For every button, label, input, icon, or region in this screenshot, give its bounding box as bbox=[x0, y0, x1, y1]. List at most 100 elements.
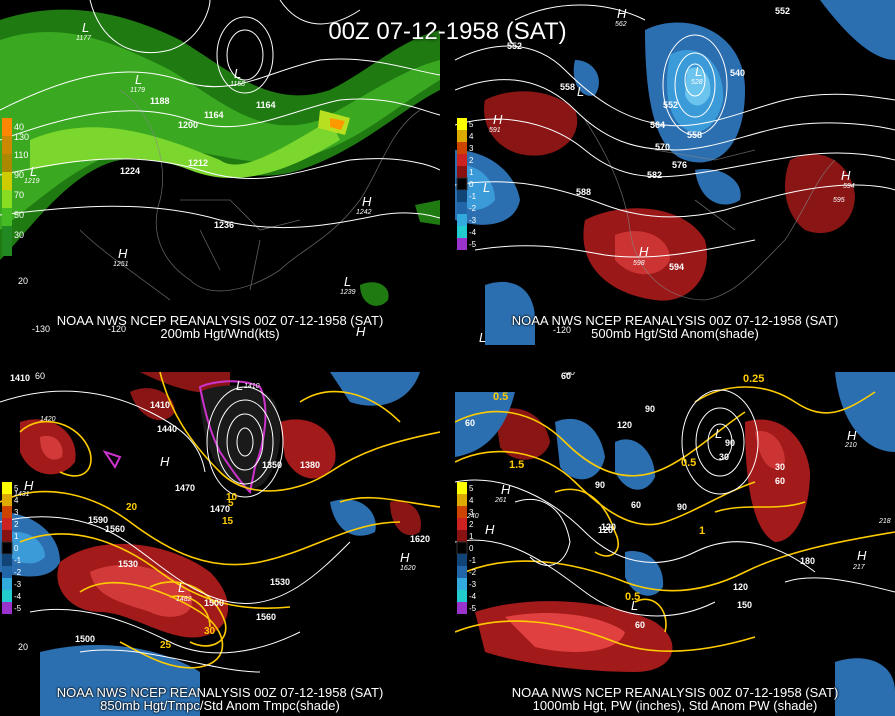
legend-label: 5 bbox=[469, 484, 474, 493]
contour-label: 1164 bbox=[204, 110, 224, 120]
panel-caption-source: NOAA NWS NCEP REANALYSIS 00Z 07-12-1958 … bbox=[511, 685, 839, 700]
contour-label: 1500 bbox=[75, 634, 95, 644]
high-pressure-symbol: H bbox=[841, 168, 851, 183]
contour-label: 1212 bbox=[188, 158, 208, 168]
center-value: 594 bbox=[843, 183, 855, 190]
contour-label: 1236 bbox=[214, 220, 234, 230]
axis-label: 20 bbox=[18, 642, 28, 652]
legend-label: -2 bbox=[14, 568, 22, 577]
center-value: 1179 bbox=[130, 87, 145, 94]
contour-label: 558 bbox=[560, 82, 575, 92]
high-pressure-symbol: H bbox=[485, 522, 495, 537]
contour-label: 552 bbox=[663, 100, 678, 110]
legend-label: 30 bbox=[14, 230, 24, 240]
high-pressure-symbol: H bbox=[857, 548, 867, 563]
contour-label: 570 bbox=[655, 142, 670, 152]
legend-label: -1 bbox=[14, 556, 22, 565]
high-pressure-symbol: H bbox=[356, 324, 366, 339]
legend-label: 90 bbox=[14, 170, 24, 180]
legend-label: 4 bbox=[469, 132, 474, 141]
low-pressure-symbol: L bbox=[577, 84, 584, 99]
legend-label: 110 bbox=[14, 150, 28, 160]
axis-label: -120 bbox=[108, 324, 126, 334]
legend-label: -2 bbox=[469, 568, 477, 577]
legend-label: 3 bbox=[14, 508, 19, 517]
panel-200mb-map: 1188 1200 1164 1164 1212 1224 1236 1242 … bbox=[0, 0, 440, 345]
contour-label: 1560 bbox=[256, 612, 276, 622]
contour-label: 1350 bbox=[262, 460, 282, 470]
legend-label: 70 bbox=[14, 190, 24, 200]
high-pressure-symbol: H bbox=[493, 112, 503, 127]
axis-label: -120 bbox=[553, 325, 571, 335]
map-1000mb: 60 60 90 120 90 120 60 90 90 30 30 60 18… bbox=[455, 372, 895, 716]
std-anomaly-legend: 5 4 3 2 1 0 -1 -2 -3 -4 -5 bbox=[456, 482, 477, 614]
map-200mb: 1188 1200 1164 1164 1212 1224 1236 1242 … bbox=[0, 0, 440, 345]
legend-label: 4 bbox=[469, 496, 474, 505]
legend-label: 3 bbox=[469, 508, 474, 517]
legend-label: -5 bbox=[469, 604, 477, 613]
low-pressure-symbol: L bbox=[631, 598, 638, 613]
legend-label: 1 bbox=[469, 532, 474, 541]
contour-label: 90 bbox=[645, 404, 655, 414]
contour-label: 1560 bbox=[105, 524, 125, 534]
contour-label: 1200 bbox=[178, 120, 198, 130]
contour-label: 552 bbox=[507, 41, 522, 51]
center-value: 1420 bbox=[40, 416, 56, 423]
legend-label: 0 bbox=[469, 544, 474, 553]
low-pressure-symbol: L bbox=[483, 180, 490, 195]
contour-label: 30 bbox=[719, 452, 729, 462]
std-anomaly-legend: 5 4 3 2 1 0 -1 -2 -3 -4 -5 bbox=[456, 118, 477, 250]
center-value: 1158 bbox=[230, 81, 245, 88]
low-pressure-symbol: L bbox=[715, 426, 722, 441]
high-pressure-symbol: H bbox=[118, 246, 128, 261]
legend-label: 5 bbox=[14, 484, 19, 493]
legend-label: 5 bbox=[469, 120, 474, 129]
low-pressure-symbol: L bbox=[178, 580, 185, 595]
panel-caption-field: 1000mb Hgt, PW (inches), Std Anom PW (sh… bbox=[532, 698, 818, 713]
temperature-label: 10 bbox=[226, 492, 238, 503]
legend-label: -5 bbox=[14, 604, 22, 613]
axis-label: 60 bbox=[35, 372, 45, 381]
low-pressure-symbol: L bbox=[234, 66, 241, 81]
legend-label: 40 bbox=[14, 122, 24, 132]
contour-label: 1440 bbox=[157, 424, 177, 434]
contour-label: 558 bbox=[687, 130, 702, 140]
precipitable-water-label: 0.25 bbox=[743, 373, 764, 385]
contour-label: 120 bbox=[733, 582, 748, 592]
contour-label: 150 bbox=[737, 600, 752, 610]
std-anomaly-legend: 5 4 3 2 1 0 -1 -2 -3 -4 -5 bbox=[1, 482, 22, 614]
legend-label: 0 bbox=[14, 544, 19, 553]
panel-caption-field: 500mb Hgt/Std Anom(shade) bbox=[591, 326, 759, 341]
center-value: 240 bbox=[466, 513, 479, 520]
temperature-label: 25 bbox=[160, 640, 172, 651]
contour-label: 1410 bbox=[150, 400, 170, 410]
legend-label: 130 bbox=[14, 132, 29, 142]
contour-label: 30 bbox=[775, 462, 785, 472]
center-value: 595 bbox=[833, 197, 845, 204]
high-pressure-symbol: H bbox=[160, 454, 170, 469]
contour-label: 576 bbox=[672, 160, 687, 170]
precipitable-water-label: 1 bbox=[699, 525, 705, 537]
high-pressure-symbol: H bbox=[362, 194, 372, 209]
legend-label: -3 bbox=[14, 580, 22, 589]
panel-1000mb-map: 60 60 90 120 90 120 60 90 90 30 30 60 18… bbox=[455, 372, 895, 716]
contour-label: 1620 bbox=[410, 534, 430, 544]
low-pressure-symbol: L bbox=[344, 274, 351, 289]
contour-label: 564 bbox=[650, 120, 665, 130]
panel-caption-source: NOAA NWS NCEP REANALYSIS 00Z 07-12-1958 … bbox=[56, 685, 384, 700]
precipitable-water-label: 0.5 bbox=[625, 591, 640, 603]
low-pressure-symbol: L bbox=[236, 378, 243, 393]
center-value: 1251 bbox=[113, 261, 129, 268]
panel-caption-field: 850mb Hgt/Tmpc/Std Anom Tmpc(shade) bbox=[100, 698, 340, 713]
contour-label: 120 bbox=[598, 525, 613, 535]
legend-label: -4 bbox=[14, 592, 22, 601]
low-pressure-symbol: L bbox=[695, 64, 702, 79]
temperature-label: 30 bbox=[204, 626, 216, 637]
contour-label: 594 bbox=[669, 262, 684, 272]
legend-label: 1 bbox=[14, 532, 19, 541]
legend-label: 4 bbox=[14, 496, 19, 505]
temperature-label: 20 bbox=[126, 502, 138, 513]
legend-label: -2 bbox=[469, 204, 477, 213]
legend-label: -3 bbox=[469, 216, 477, 225]
high-pressure-symbol: H bbox=[501, 482, 511, 497]
